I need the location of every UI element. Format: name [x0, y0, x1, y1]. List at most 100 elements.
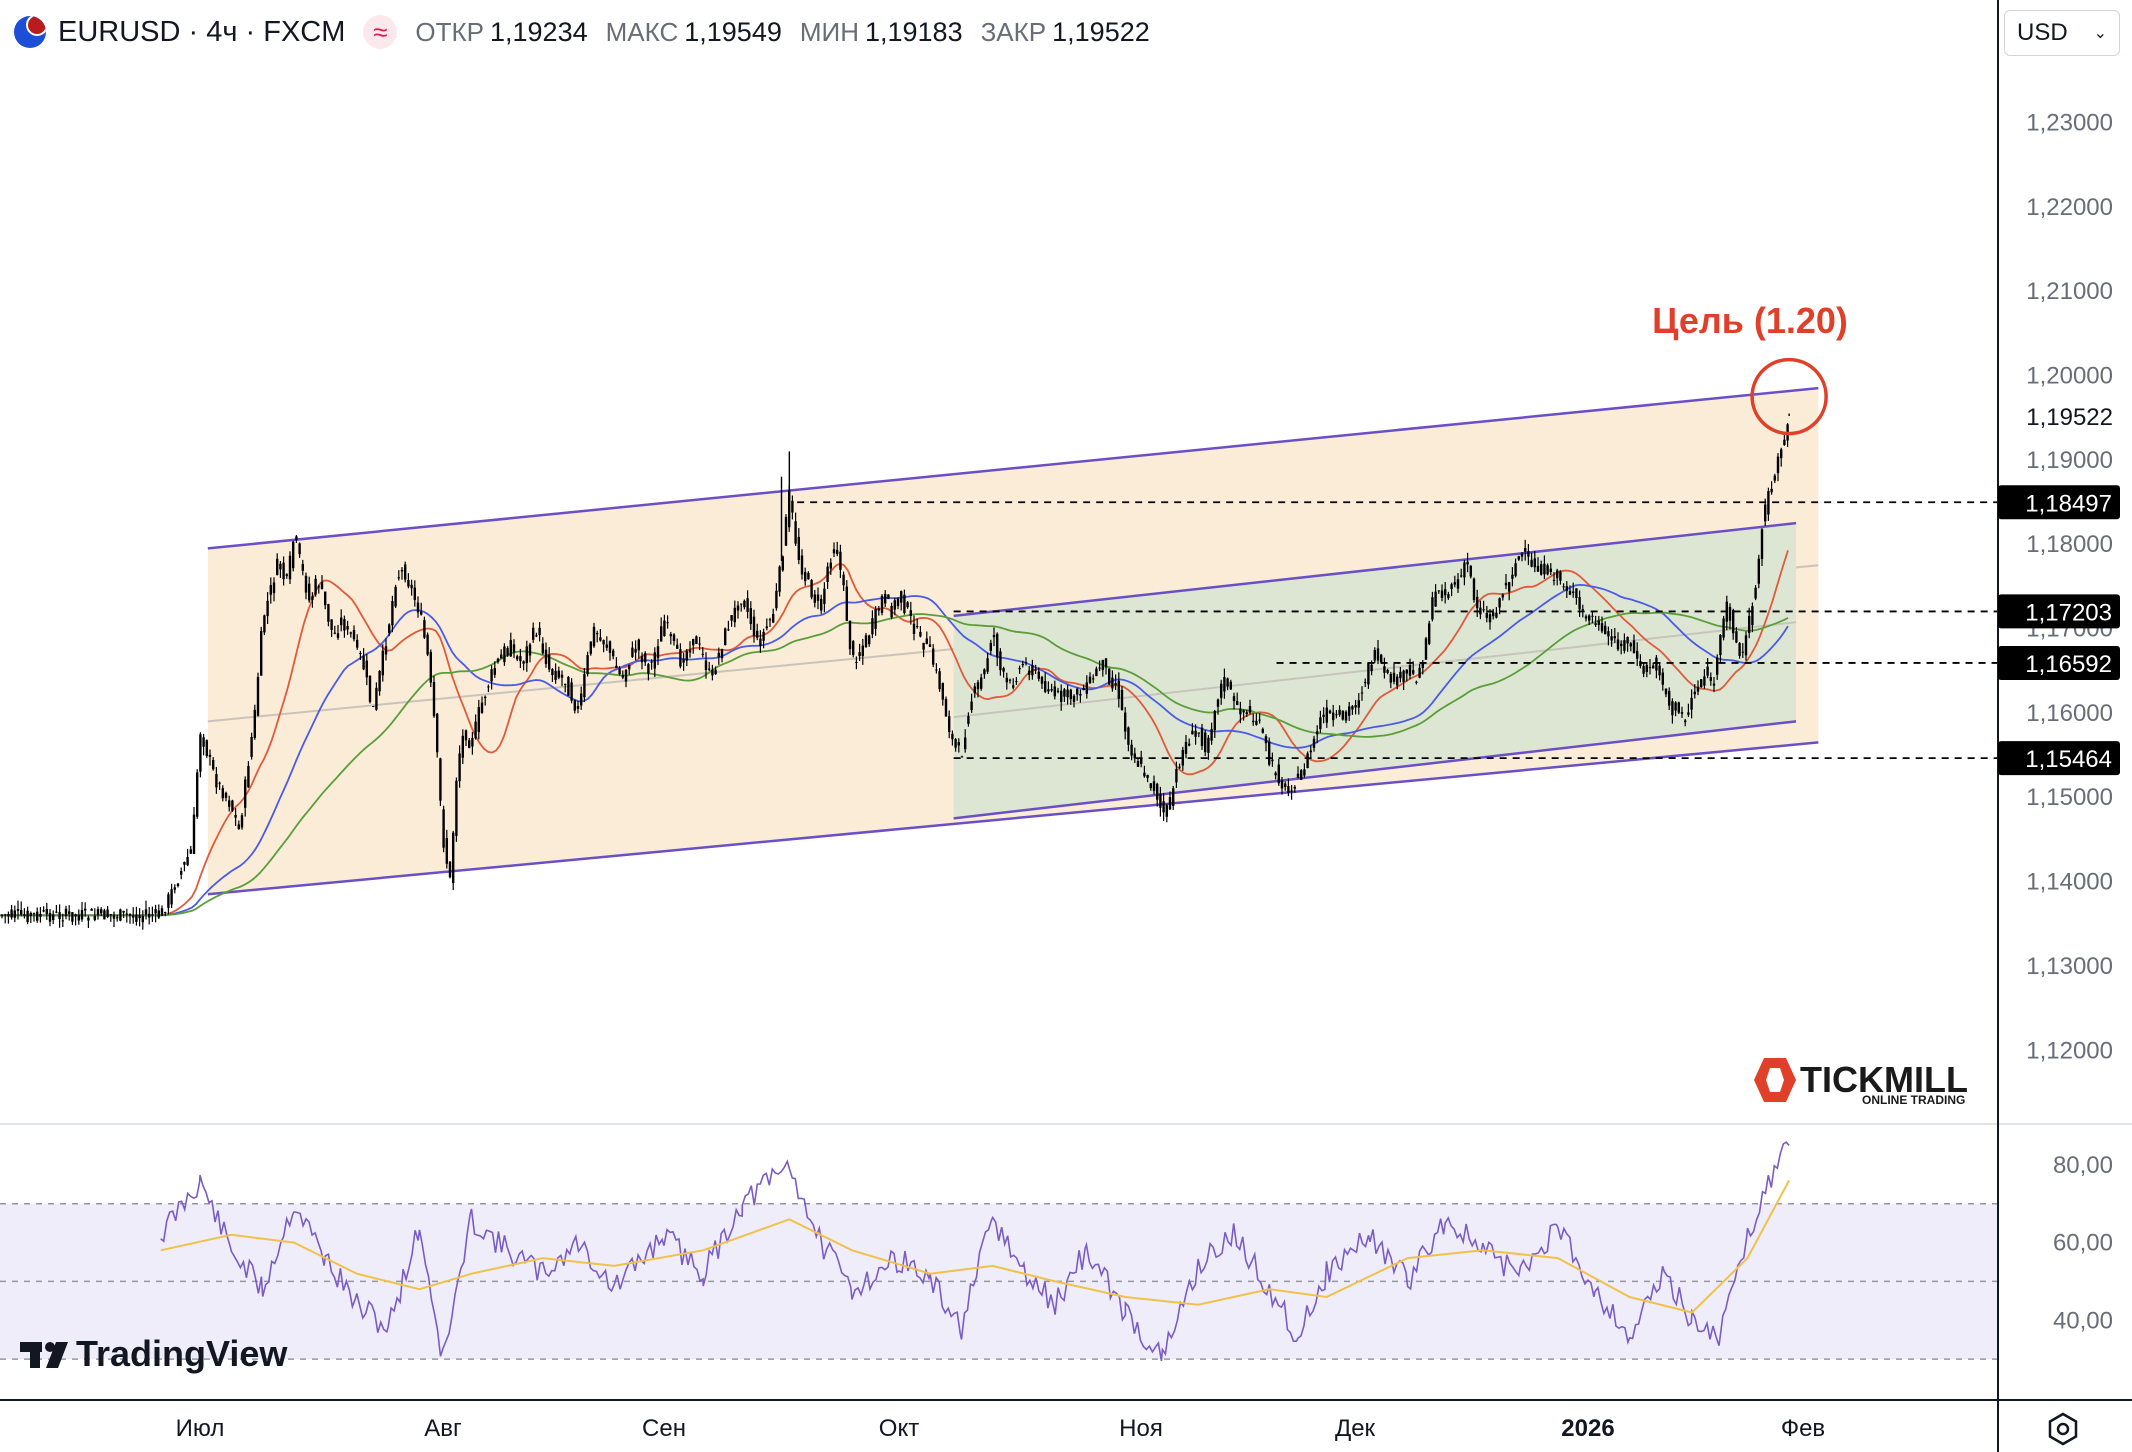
candle-body	[560, 674, 564, 678]
candle-body	[1565, 586, 1568, 591]
candle-body	[1722, 618, 1725, 638]
candle-body	[1207, 737, 1210, 753]
candle-body	[480, 702, 484, 713]
candle-body	[576, 705, 580, 709]
candle-body	[1434, 591, 1437, 607]
candle-body	[672, 634, 676, 642]
candle-body	[1056, 690, 1060, 692]
candle-body	[119, 909, 122, 921]
candle-body	[564, 683, 567, 685]
candle-body	[1341, 710, 1344, 720]
candle-body	[1255, 720, 1258, 725]
candle-body	[1101, 659, 1104, 671]
gear-icon[interactable]	[2046, 1412, 2080, 1446]
candle-body	[420, 611, 423, 615]
channel-outer-upper[interactable]	[207, 386, 1819, 550]
indicator-icon[interactable]: ≈	[363, 15, 398, 49]
candle-body	[1117, 680, 1120, 699]
candle-body	[1229, 681, 1232, 690]
candle-body	[1130, 744, 1133, 756]
candle-body	[570, 682, 573, 701]
candle-body	[1168, 796, 1172, 810]
candle-body	[1156, 783, 1159, 800]
candle-body	[1757, 558, 1760, 584]
candle-body	[1536, 565, 1540, 572]
symbol-title[interactable]: EURUSD · 4ч · FXCM	[58, 15, 346, 48]
candle-body	[16, 909, 20, 911]
candle-body	[1149, 783, 1152, 789]
candle-body	[1674, 702, 1677, 711]
channel-outer-lower[interactable]	[207, 741, 1819, 896]
candle-body	[640, 655, 644, 663]
candle-body	[416, 602, 420, 613]
candle-body	[704, 660, 708, 671]
candle-body	[173, 887, 176, 890]
candle-body	[557, 670, 560, 678]
channel-inner-upper[interactable]	[953, 521, 1797, 618]
candle-body	[544, 649, 548, 665]
candle-body	[272, 582, 276, 594]
candle-body	[650, 661, 653, 663]
candle-body	[423, 620, 426, 638]
candle-body	[1636, 650, 1639, 659]
candle-body	[1738, 643, 1741, 656]
candle-body	[1364, 682, 1367, 684]
candle-body	[1770, 488, 1773, 493]
currency-select[interactable]: USD ⌄	[2004, 10, 2120, 56]
candle-body	[365, 660, 368, 678]
candle-body	[890, 605, 893, 618]
candle-body	[1456, 579, 1460, 589]
candle-body	[0, 915, 4, 917]
moving-average-line-1	[0, 550, 1789, 917]
rsi-pane[interactable]	[0, 1141, 1998, 1362]
candle-body	[682, 659, 685, 663]
candle-body	[1136, 760, 1140, 767]
candle-body	[663, 620, 666, 637]
candle-body	[1664, 688, 1668, 695]
candle-body	[285, 574, 288, 576]
candle-body	[413, 587, 416, 600]
candle-body	[615, 665, 618, 668]
candle-body	[388, 624, 391, 634]
candle-body	[64, 908, 68, 917]
candle-body	[1252, 720, 1255, 723]
target-circle[interactable]	[1750, 357, 1828, 436]
candle-body	[157, 910, 160, 918]
candle-body	[528, 644, 532, 656]
candle-body	[842, 574, 845, 586]
candle-body	[711, 669, 714, 676]
price-pane[interactable]	[0, 386, 1998, 930]
candle-body	[458, 753, 461, 782]
candle-body	[797, 536, 800, 560]
candle-body	[512, 644, 516, 653]
candle-body	[452, 832, 455, 883]
candle-body	[336, 633, 340, 638]
candle-body	[1418, 667, 1421, 678]
candle-body	[80, 910, 84, 920]
candle-body	[1450, 584, 1453, 590]
rsi-tick-label: 40,00	[2053, 1307, 2113, 1334]
candle-body	[1668, 690, 1671, 706]
candle-body	[1463, 562, 1466, 578]
candle-body	[714, 669, 717, 675]
candle-body	[685, 651, 688, 661]
candle-body	[32, 913, 36, 915]
candle-body	[1431, 597, 1434, 620]
candle-body	[800, 555, 804, 575]
candle-body	[989, 642, 992, 651]
tickmill-logo: TICKMILL ONLINE TRADING	[1754, 1058, 1968, 1107]
candle-body	[864, 635, 868, 647]
candle-body	[1709, 677, 1712, 681]
candle-body	[768, 619, 772, 621]
candle-body	[1133, 753, 1136, 759]
candle-body	[618, 668, 621, 675]
candle-body	[368, 675, 372, 702]
candle-body	[160, 908, 164, 916]
channel-inner-lower[interactable]	[953, 720, 1797, 820]
candle-body	[1312, 738, 1316, 748]
candle-body	[301, 564, 304, 571]
candle-body	[1408, 665, 1412, 676]
candle-body	[922, 642, 925, 650]
candle-body	[1610, 636, 1613, 641]
